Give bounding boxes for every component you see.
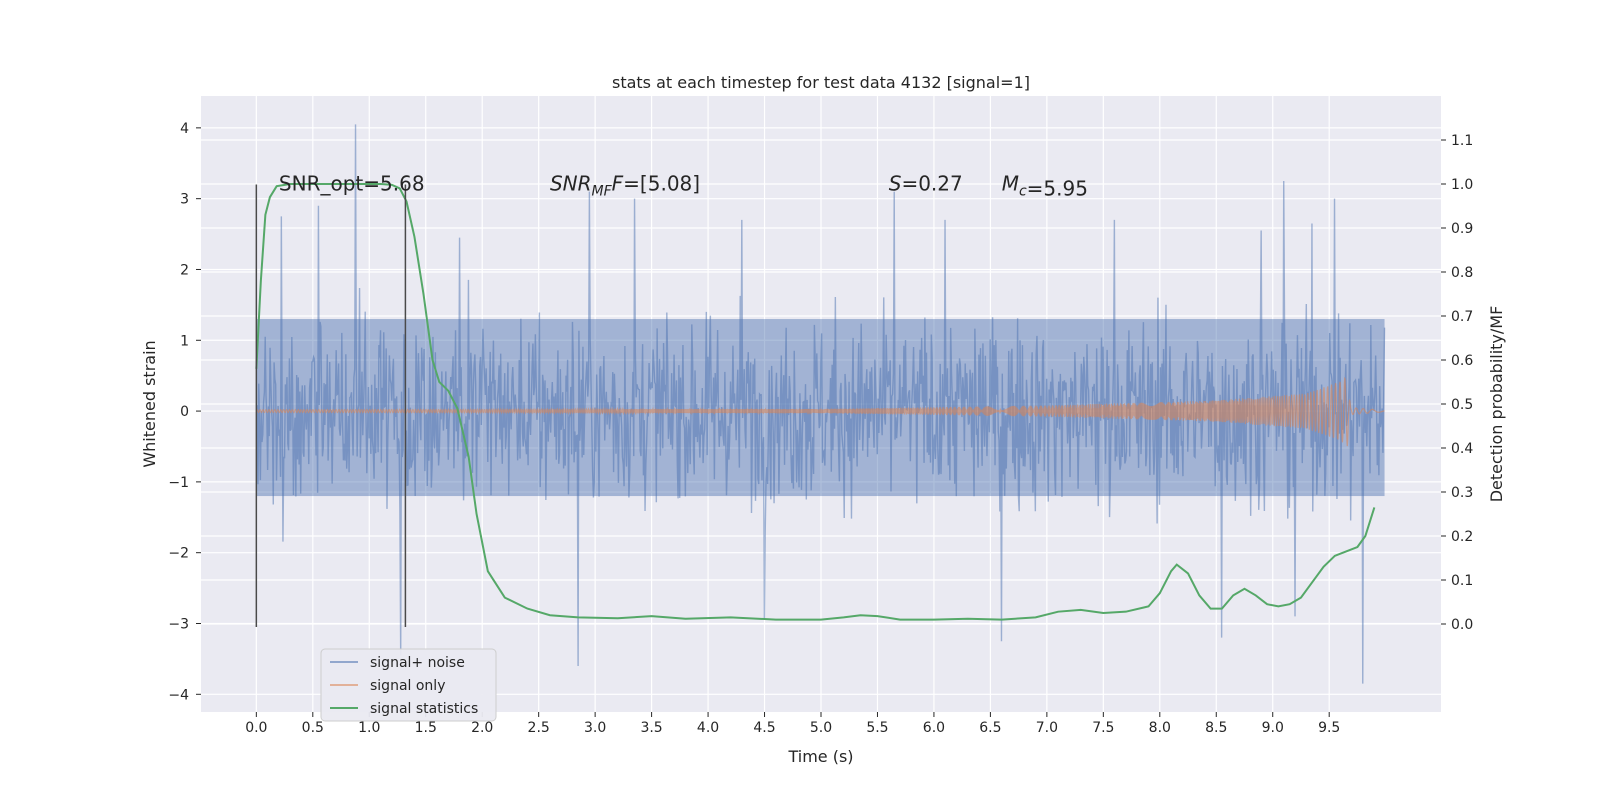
y-tick-label: 1 [180,333,189,349]
signal-statistics-line [255,183,1376,621]
vertical-markers [255,184,407,628]
x-tick-label: 2.0 [471,720,493,736]
x-tick-label: 8.0 [1149,720,1171,736]
legend-label-signal-noise: signal+ noise [370,655,465,671]
x-tick-label: 7.5 [1092,720,1114,736]
y-tick-label: −2 [168,546,189,562]
x-tick-label: 4.0 [697,720,719,736]
x-tick-label: 7.0 [1036,720,1058,736]
y-right-tick-label: 0.0 [1451,617,1473,633]
y-tick-label: 0 [180,404,189,420]
legend-label-signal-only: signal only [370,678,445,694]
y-right-tick-label: 0.2 [1451,529,1473,545]
legend-label-signal-statistics: signal statistics [370,701,478,717]
x-tick-label: 6.0 [923,720,945,736]
x-tick-label: 9.0 [1262,720,1284,736]
y-right-tick-label: 0.8 [1451,265,1473,281]
x-tick-label: 0.5 [302,720,324,736]
annotation-0: SNR_opt=5.68 [279,172,425,196]
grid [201,96,1441,712]
chart-title: stats at each timestep for test data 413… [612,73,1030,92]
y-axis-label: Whitened strain [140,340,159,467]
annotation-1: SNRMFF=[5.08] [550,172,700,200]
axes: 0.0 0.5 1.0 1.5 2.0 2.5 3.0 3.5 4.0 4.5 5.0 5.5 6.0 6… [168,121,1473,736]
x-tick-label: 5.0 [810,720,832,736]
y-right-tick-label: 0.3 [1451,485,1473,501]
y-right-tick-label: 0.9 [1451,221,1473,237]
x-tick-label: 0.0 [245,720,267,736]
series-layer [255,124,1386,684]
x-tick-label: 6.5 [979,720,1001,736]
legend-box [320,648,497,722]
y-tick-label: 2 [180,262,189,278]
signal-only-line [255,376,1385,447]
y-right-axis-label: Detection probability/MF [1487,306,1506,503]
annotations: SNR_opt=5.68 SNRMFF=[5.08] S=0.27 Mc=5.95 [279,172,1088,201]
y-tick-label: 3 [180,192,189,208]
x-tick-label: 3.5 [640,720,662,736]
y-right-tick-label: 1.1 [1451,133,1473,149]
annotation-2: S=0.27 [889,172,963,196]
y-right-tick-label: 0.5 [1451,397,1473,413]
x-axis-label: Time (s) [787,747,853,766]
y-right-tick-label: 0.4 [1451,441,1473,457]
y-right-tick-label: 0.6 [1451,353,1473,369]
x-tick-label: 1.5 [415,720,437,736]
x-tick-label: 2.5 [528,720,550,736]
y-tick-label: −1 [168,475,189,491]
x-tick-label: 5.5 [866,720,888,736]
x-tick-label: 3.0 [584,720,606,736]
y-right-tick-label: 0.7 [1451,309,1473,325]
legend: signal+ noise signal only signal statist… [320,648,497,722]
y-right-tick-label: 1.0 [1451,177,1473,193]
y-tick-label: −3 [168,616,189,632]
y-right-tick-label: 0.1 [1451,573,1473,589]
x-tick-label: 9.5 [1318,720,1340,736]
y-tick-label: −4 [168,687,189,703]
x-tick-label: 4.5 [753,720,775,736]
x-tick-label: 1.0 [358,720,380,736]
y-tick-label: 4 [180,121,189,137]
annotation-3: Mc=5.95 [1002,172,1088,201]
x-tick-label: 8.5 [1205,720,1227,736]
